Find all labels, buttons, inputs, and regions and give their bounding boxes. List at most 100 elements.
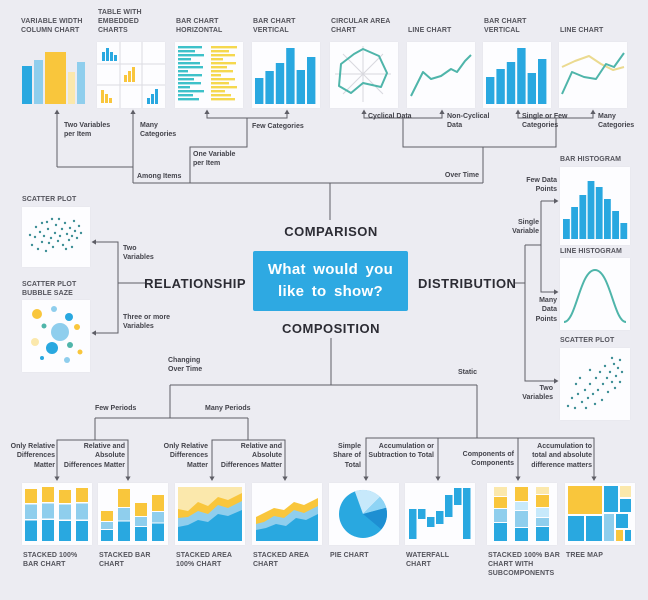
decision-one-variable-per-item: One Variable per Item	[193, 151, 236, 168]
decision-over-time: Over Time	[444, 172, 479, 179]
top-chart-label: CIRCULAR AREA CHART	[331, 17, 391, 34]
line-chart-card	[407, 42, 475, 108]
decision-many-categories-right: Many Categories	[598, 113, 635, 130]
stacked-100-bar-chart-subcomponents-card	[487, 483, 557, 545]
top-chart-label: TABLE WITH EMBEDDED CHARTS	[98, 8, 142, 34]
scatter-plot-bubble-size-card	[22, 300, 90, 372]
decision-accumulation-total-absolute: Accumulation to total and absolute diffe…	[531, 443, 592, 469]
central-question-box: What would you like to show?	[253, 251, 408, 311]
line-chart-2-card	[559, 42, 627, 108]
decision-few-periods: Few Periods	[95, 405, 137, 412]
bottom-chart-label: WATERFALL CHART	[406, 552, 450, 569]
decision-components-of-components: Components of Components	[462, 451, 514, 468]
side-chart-label: SCATTER PLOT	[560, 337, 615, 344]
bottom-chart-label: STACKED 100% BAR CHART	[23, 552, 78, 569]
decision-changing-over-time: Changing Over Time	[168, 357, 203, 374]
side-chart-label: BAR HISTOGRAM	[560, 156, 622, 163]
side-chart-label: LINE HISTOGRAM	[560, 248, 622, 255]
bar-chart-vertical-2-thumbnail	[486, 48, 547, 104]
decision-simple-share-of-total: Simple Share of Total	[332, 443, 361, 469]
stacked-area-100-chart-card	[175, 483, 245, 545]
decision-few-categories: Few Categories	[252, 123, 304, 130]
bar-histogram-thumbnail	[563, 181, 628, 239]
decision-accumulation-or-subtraction: Accumulation or Subtraction to Total	[368, 443, 434, 460]
bar-histogram-card	[560, 167, 630, 245]
bar-chart-vertical-thumbnail	[255, 48, 316, 104]
stacked-100-bar-chart-thumbnail	[25, 487, 88, 541]
stacked-100-bar-chart-subcomponents-thumbnail	[494, 487, 549, 541]
bottom-chart-label: STACKED AREA CHART	[253, 552, 309, 569]
decision-non-cyclical-data: Non-Cyclical Data	[447, 113, 490, 130]
decision-three-or-more-variables: Three or more Variables	[123, 314, 171, 331]
table-with-embedded-charts-card	[97, 42, 165, 108]
bottom-chart-label: STACKED AREA 100% CHART	[176, 552, 232, 569]
bar-chart-vertical-2-card	[483, 42, 551, 108]
line-chart-thumbnail	[410, 54, 472, 97]
pie-chart-thumbnail	[339, 489, 388, 538]
decision-only-relative-differences-1: Only Relative Differences Matter	[10, 443, 55, 469]
decision-single-variable: Single Variable	[512, 219, 539, 236]
decision-two-variables-relationship: Two Variables	[123, 245, 154, 262]
decision-only-relative-differences-2: Only Relative Differences Matter	[163, 443, 208, 469]
decision-cyclical-data: Cyclical Data	[368, 113, 412, 120]
branch-relationship: RELATIONSHIP	[144, 276, 246, 291]
variable-width-column-chart-card	[20, 42, 88, 108]
circular-area-chart-thumbnail	[335, 46, 391, 102]
stacked-area-chart-card	[252, 483, 322, 545]
side-chart-label: SCATTER PLOT	[22, 196, 77, 203]
line-histogram-card	[560, 258, 630, 330]
stacked-bar-chart-thumbnail	[101, 489, 164, 541]
side-chart-label: SCATTER PLOT BUBBLE SAZE	[22, 281, 77, 298]
branch-composition: COMPOSITION	[282, 321, 380, 336]
top-chart-label: LINE CHART	[560, 26, 604, 34]
question-line-1: What would you	[267, 261, 394, 279]
branch-comparison: COMPARISON	[284, 224, 378, 239]
tree-map-card	[565, 483, 635, 545]
decision-many-data-points: Many Data Points	[535, 297, 557, 323]
stacked-area-100-chart-thumbnail	[178, 487, 242, 541]
bottom-chart-label: STACKED BAR CHART	[99, 552, 151, 569]
decision-many-categories-left: Many Categories	[140, 122, 177, 139]
decision-two-variables-distribution: Two Variables	[522, 385, 553, 402]
table-with-embedded-charts-thumbnail	[97, 42, 165, 108]
bottom-chart-label: PIE CHART	[330, 552, 369, 559]
top-chart-label: BAR CHART VERTICAL	[484, 17, 527, 34]
scatter-plot-thumbnail	[28, 217, 83, 253]
top-chart-label: BAR CHART VERTICAL	[253, 17, 296, 34]
question-line-2: like to show?	[278, 283, 383, 300]
stacked-100-bar-chart-card	[22, 483, 92, 545]
tree-map-thumbnail	[568, 486, 631, 541]
line-histogram-thumbnail	[563, 268, 627, 323]
stacked-area-chart-thumbnail	[256, 498, 318, 541]
decision-few-data-points: Few Data Points	[526, 177, 557, 194]
bar-chart-horizontal-card	[175, 42, 243, 108]
bar-chart-horizontal-thumbnail	[178, 46, 237, 101]
decision-relative-absolute-differences-2: Relative and Absolute Differences Matter	[220, 443, 282, 469]
decision-relative-absolute-differences-1: Relative and Absolute Differences Matter	[63, 443, 125, 469]
scatter-plot-card	[22, 207, 90, 267]
bottom-chart-label: STACKED 100% BAR CHART WITH SUBCOMPONENT…	[488, 552, 560, 578]
decision-static: Static	[457, 369, 477, 376]
decision-single-or-few-categories: Single or Few Categories	[522, 113, 568, 130]
waterfall-chart-card	[405, 483, 475, 545]
scatter-plot-2-card	[560, 348, 630, 420]
decision-among-items: Among Items	[137, 173, 182, 180]
scatter-plot-bubble-size-thumbnail	[31, 306, 83, 363]
bottom-chart-label: TREE MAP	[566, 552, 603, 559]
circular-area-chart-card	[330, 42, 398, 108]
branch-distribution: DISTRIBUTION	[418, 276, 517, 291]
top-chart-label: BAR CHART HORIZONTAL	[176, 17, 223, 34]
top-chart-label: VARIABLE WIDTH COLUMN CHART	[21, 17, 83, 34]
bar-chart-vertical-card	[252, 42, 320, 108]
pie-chart-card	[329, 483, 399, 545]
decision-many-periods: Many Periods	[205, 405, 251, 412]
waterfall-chart-thumbnail	[409, 488, 471, 539]
stacked-bar-chart-card	[98, 483, 168, 545]
variable-width-column-chart-thumbnail	[22, 52, 85, 104]
scatter-plot-2-thumbnail	[566, 356, 624, 410]
line-chart-2-thumbnail	[561, 52, 625, 95]
decision-two-variables-per-item: Two Variables per Item	[64, 122, 111, 139]
top-chart-label: LINE CHART	[408, 26, 452, 34]
